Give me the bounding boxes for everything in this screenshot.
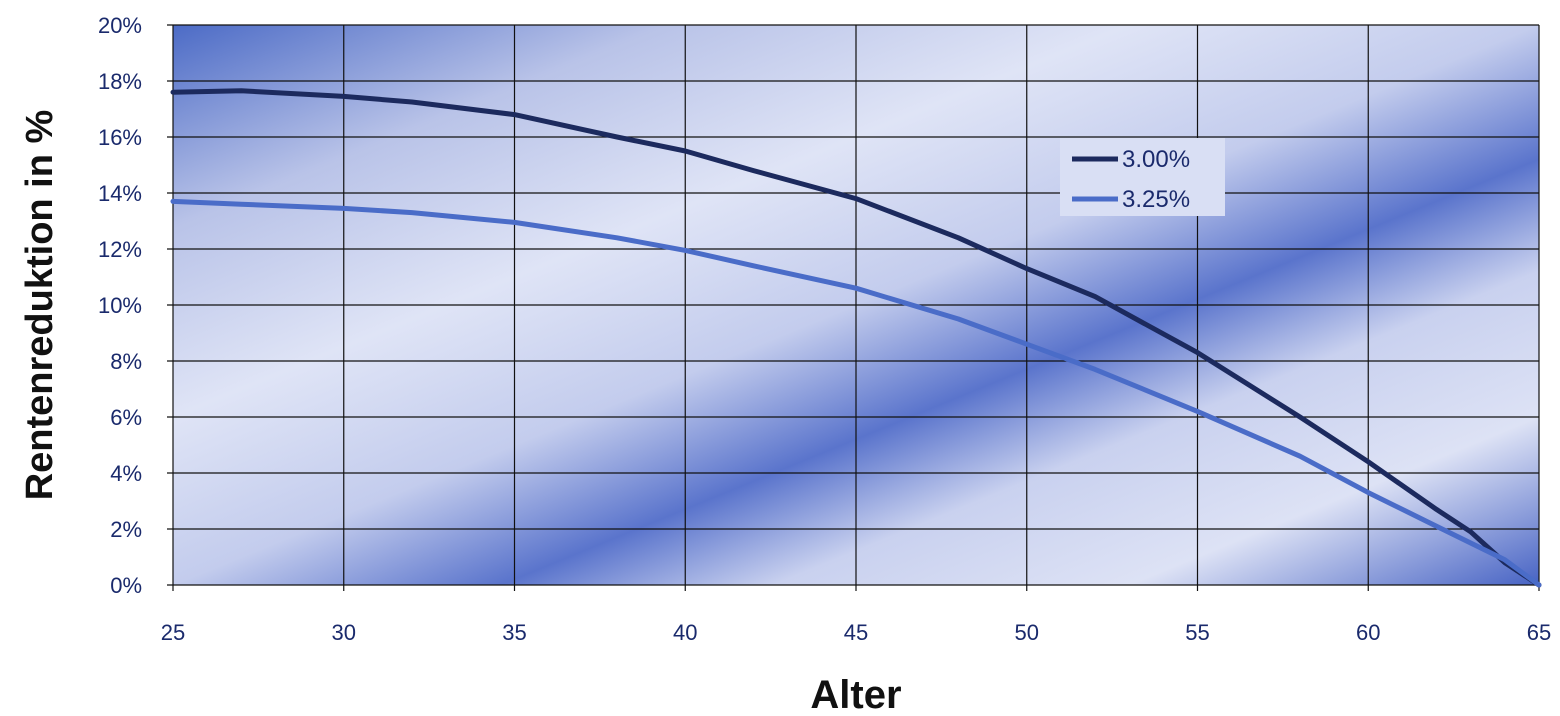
y-tick-label: 16% bbox=[98, 125, 142, 150]
y-tick-label: 0% bbox=[110, 573, 142, 598]
x-axis-title: Alter bbox=[810, 673, 901, 716]
legend-label-3-25: 3.25% bbox=[1122, 186, 1190, 213]
y-tick-label: 2% bbox=[110, 517, 142, 542]
y-tick-label: 20% bbox=[98, 13, 142, 38]
y-tick-label: 8% bbox=[110, 349, 142, 374]
x-tick-label: 45 bbox=[844, 620, 868, 645]
y-tick-label: 6% bbox=[110, 405, 142, 430]
x-tick-label: 65 bbox=[1527, 620, 1551, 645]
x-tick-label: 35 bbox=[502, 620, 526, 645]
y-tick-label: 12% bbox=[98, 237, 142, 262]
y-tick-label: 4% bbox=[110, 461, 142, 486]
y-tick-label: 18% bbox=[98, 69, 142, 94]
legend-label-3-00: 3.00% bbox=[1122, 146, 1190, 173]
grid bbox=[167, 24, 1540, 591]
legend-box bbox=[1060, 138, 1225, 216]
x-tick-label: 60 bbox=[1356, 620, 1380, 645]
y-tick-label: 10% bbox=[98, 293, 142, 318]
tick-labels: 25 30 35 40 45 50 55 60 65 0% 2% 4% 6% 8% 10% 12% 14% 16%… bbox=[98, 13, 1551, 645]
series-line-3-25- bbox=[170, 198, 1542, 588]
x-tick-label: 40 bbox=[673, 620, 697, 645]
x-tick-label: 55 bbox=[1185, 620, 1209, 645]
y-axis-title: Rentenreduktion in % bbox=[19, 110, 61, 501]
series-layer bbox=[170, 88, 1542, 588]
series-line-3-00- bbox=[170, 88, 1542, 588]
y-tick-label: 14% bbox=[98, 181, 142, 206]
x-tick-label: 25 bbox=[161, 620, 185, 645]
x-tick-label: 50 bbox=[1015, 620, 1039, 645]
x-tick-label: 30 bbox=[332, 620, 356, 645]
legend: 3.00% 3.25% bbox=[1060, 138, 1225, 216]
